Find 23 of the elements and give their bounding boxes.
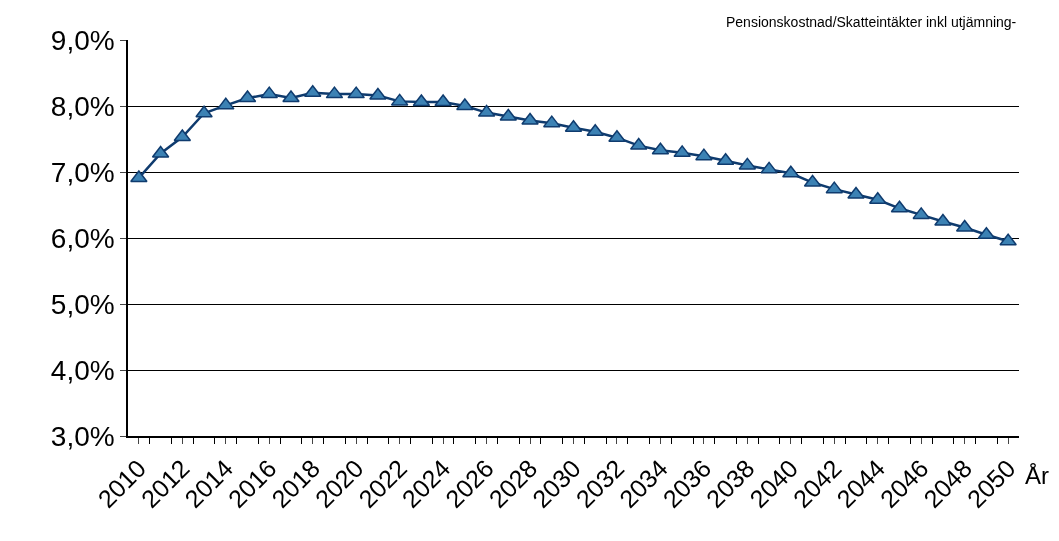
point	[521, 112, 539, 125]
point	[282, 90, 300, 103]
y-tick-label: 3,0%	[50, 420, 115, 452]
y-tick-label: 7,0%	[50, 156, 115, 188]
y-tick-label: 8,0%	[50, 90, 115, 122]
point	[673, 145, 691, 158]
point	[760, 161, 778, 174]
point	[369, 87, 387, 100]
point	[847, 186, 865, 199]
y-tick-label: 6,0%	[50, 222, 115, 254]
point	[195, 105, 213, 118]
y-tick-label: 9,0%	[50, 24, 115, 56]
point	[456, 98, 474, 111]
point	[608, 129, 626, 142]
chart-title: Pensionskostnad/Skatteintäkter inkl utjämning-	[726, 14, 1017, 30]
point	[999, 233, 1017, 246]
y-tick-label: 5,0%	[50, 288, 115, 320]
x-axis-title: År	[1025, 462, 1050, 489]
point	[934, 213, 952, 226]
point	[695, 148, 713, 161]
point	[434, 94, 452, 107]
point	[130, 170, 148, 183]
y-tick-label: 4,0%	[50, 354, 115, 386]
